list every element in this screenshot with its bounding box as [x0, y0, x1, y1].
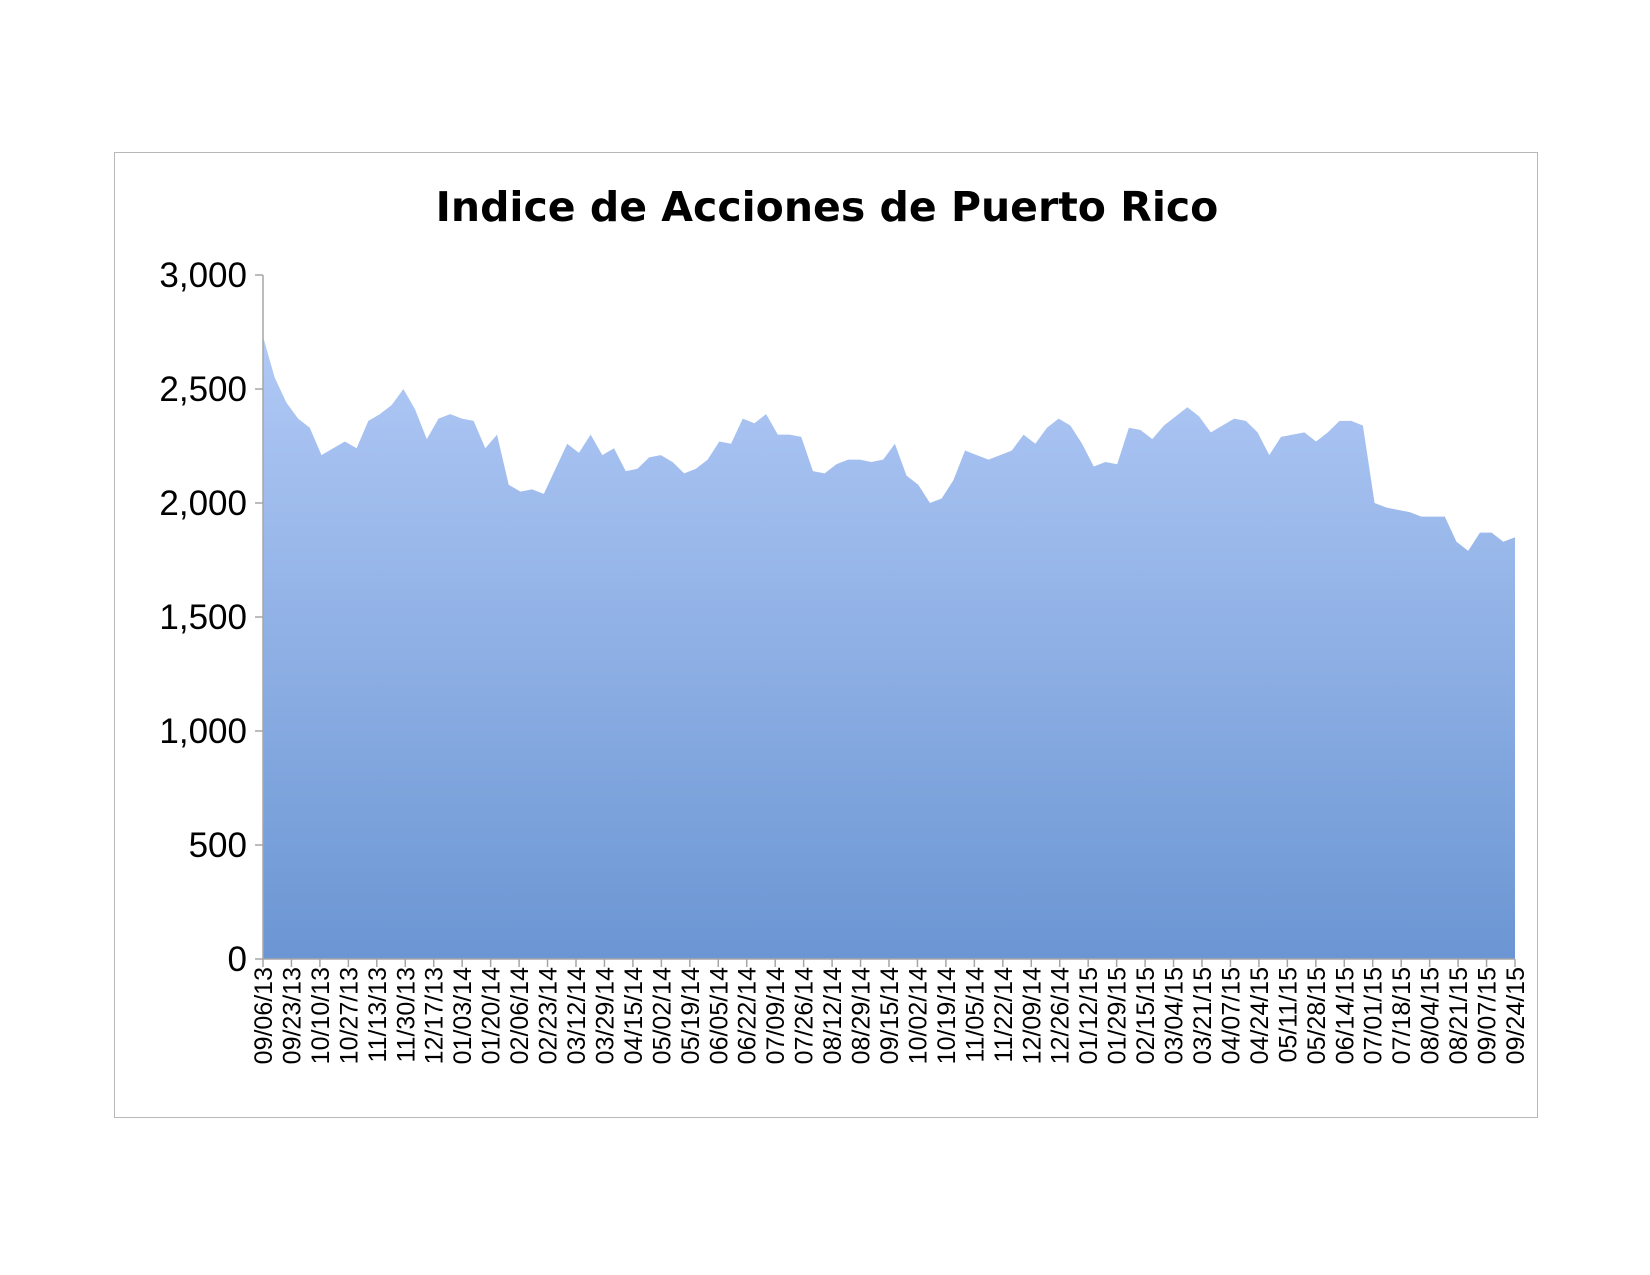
- x-tick-label: 04/07/15: [1217, 967, 1245, 1064]
- x-tick-label: 03/04/15: [1161, 967, 1189, 1064]
- x-tick-label: 04/24/15: [1246, 967, 1274, 1064]
- x-tick-label: 06/14/15: [1331, 967, 1359, 1064]
- x-tick-label: 09/15/14: [876, 967, 904, 1064]
- x-tick-label: 11/05/14: [961, 967, 989, 1063]
- y-tick-label: 1,500: [159, 598, 247, 637]
- x-tick-label: 11/22/14: [990, 967, 1018, 1063]
- x-tick-label: 01/12/15: [1075, 967, 1103, 1064]
- x-tick-label: 02/15/15: [1132, 967, 1160, 1064]
- x-tick-label: 08/04/15: [1417, 967, 1445, 1064]
- x-tick-label: 10/19/14: [933, 967, 961, 1064]
- y-tick-label: 3,000: [159, 256, 247, 295]
- x-tick-label: 07/09/14: [762, 967, 790, 1064]
- x-tick-label: 03/21/15: [1189, 967, 1217, 1064]
- x-tick-label: 07/26/14: [791, 967, 819, 1064]
- x-tick-label: 05/02/14: [648, 967, 676, 1064]
- x-tick-label: 03/29/14: [591, 967, 619, 1064]
- x-tick-label: 06/05/14: [705, 967, 733, 1064]
- x-tick-label: 05/28/15: [1303, 967, 1331, 1064]
- x-tick-label: 08/29/14: [848, 967, 876, 1064]
- x-tick-label: 11/13/13: [364, 967, 392, 1062]
- x-tick-label: 05/11/15: [1274, 967, 1302, 1062]
- series-area: [263, 336, 1515, 959]
- y-tick-label: 0: [228, 940, 247, 979]
- x-tick-label: 09/06/13: [250, 967, 278, 1064]
- x-tick-label: 12/26/14: [1047, 967, 1075, 1064]
- chart-title: Indice de Acciones de Puerto Rico: [436, 183, 1219, 231]
- x-tick-label: 07/01/15: [1360, 967, 1388, 1064]
- x-tick-label: 01/29/15: [1104, 967, 1132, 1064]
- x-tick-label: 08/12/14: [819, 967, 847, 1064]
- x-tick-label: 07/18/15: [1388, 967, 1416, 1064]
- x-tick-label: 01/03/14: [449, 967, 477, 1064]
- x-tick-label: 06/22/14: [734, 967, 762, 1064]
- x-tick-label: 02/06/14: [506, 967, 534, 1064]
- x-tick-label: 12/17/13: [421, 967, 449, 1064]
- y-tick-label: 2,500: [159, 370, 247, 409]
- x-tick-label: 12/09/14: [1018, 967, 1046, 1064]
- x-tick-label: 04/15/14: [620, 967, 648, 1064]
- x-tick-label: 09/24/15: [1502, 967, 1530, 1064]
- y-tick-label: 1,000: [159, 712, 247, 751]
- x-tick-label: 10/10/13: [307, 967, 335, 1064]
- area-chart: Indice de Acciones de Puerto Rico 0 500 1,…: [159, 183, 1530, 1064]
- x-tick-label: 10/02/14: [904, 967, 932, 1064]
- x-tick-label: 05/19/14: [677, 967, 705, 1064]
- y-tick-label: 2,000: [159, 484, 247, 523]
- x-tick-label: 09/07/15: [1474, 967, 1502, 1064]
- x-tick-label: 08/21/15: [1445, 967, 1473, 1064]
- y-tick-label: 500: [189, 826, 247, 865]
- chart-frame: Indice de Acciones de Puerto Rico 0 500 1,…: [114, 152, 1538, 1118]
- x-tick-label: 09/23/13: [278, 967, 306, 1064]
- x-tick-label: 02/23/14: [535, 967, 563, 1064]
- plot-area: [263, 336, 1515, 959]
- x-tick-label: 11/30/13: [392, 967, 420, 1062]
- x-tick-label: 01/20/14: [478, 967, 506, 1064]
- x-tick-label: 03/12/14: [563, 967, 591, 1064]
- x-tick-label: 10/27/13: [335, 967, 363, 1064]
